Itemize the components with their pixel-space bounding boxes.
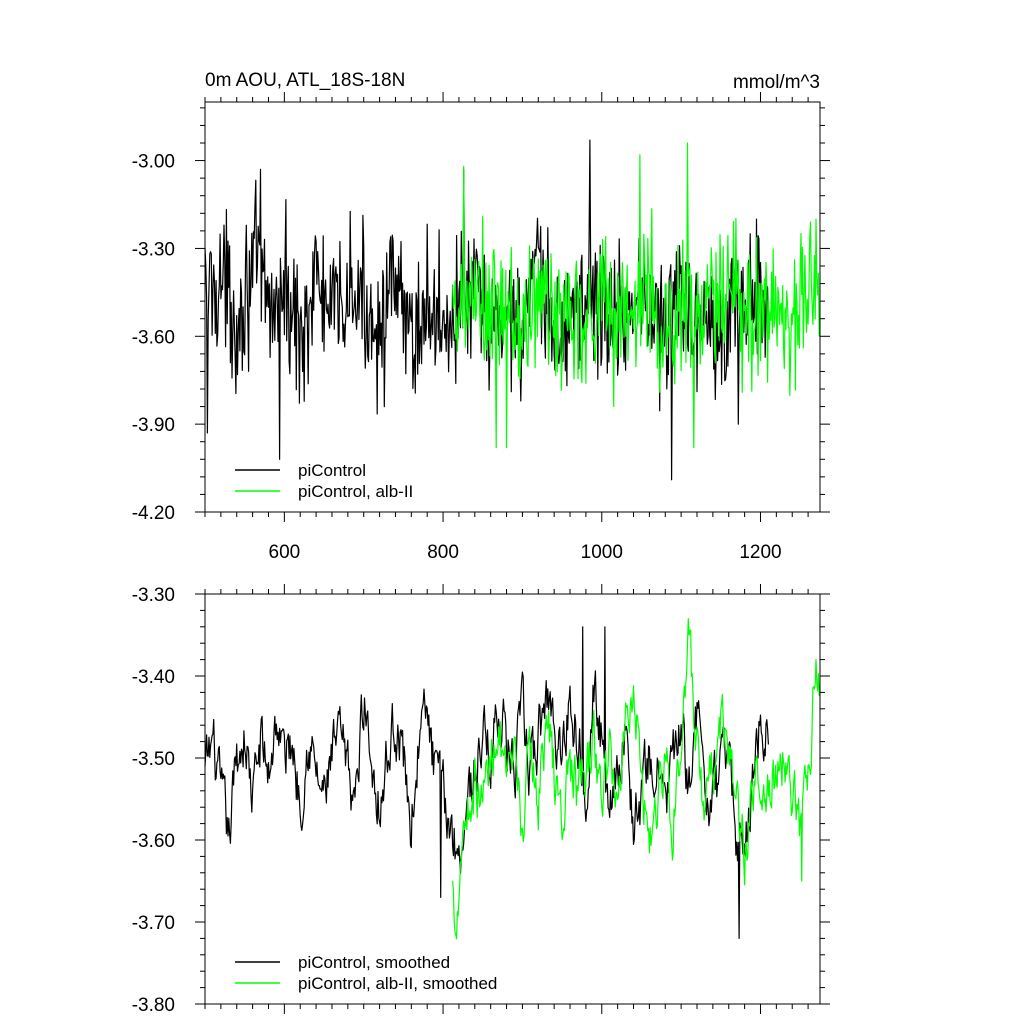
top-legend: piControl piControl, alb-II bbox=[235, 461, 413, 501]
top-plot-frame bbox=[204, 101, 821, 513]
y-tick-label: -3.70 bbox=[132, 913, 175, 934]
legend-label-picontrol-alb-ii-smoothed: piControl, alb-II, smoothed bbox=[298, 974, 497, 993]
y-tick-label: -3.50 bbox=[132, 749, 175, 770]
series-line-picontrol-alb-ii bbox=[452, 142, 821, 449]
y-tick-label: -3.30 bbox=[132, 585, 175, 606]
series-line-picontrol-alb-ii-smoothed bbox=[452, 618, 821, 940]
series-line-picontrol bbox=[204, 139, 769, 481]
top-ticks-group bbox=[195, 92, 830, 522]
bottom-ticks-group bbox=[195, 584, 830, 1014]
bottom-series-group bbox=[204, 618, 821, 940]
units-label: mmol/m^3 bbox=[733, 72, 820, 93]
bottom-plot-frame bbox=[204, 593, 821, 1005]
panel-top-aou-timeseries: 0m AOU, ATL_18S-18N mmol/m^3 600 800 1000 1… bbox=[132, 70, 830, 563]
chart-title: 0m AOU, ATL_18S-18N bbox=[205, 70, 405, 91]
x-tick-label: 1000 bbox=[581, 542, 623, 563]
y-tick-label: -4.20 bbox=[132, 503, 175, 524]
legend-label-picontrol: piControl bbox=[298, 461, 366, 480]
x-tick-label: 1200 bbox=[739, 542, 781, 563]
y-tick-label: -3.90 bbox=[132, 415, 175, 436]
x-tick-label: 800 bbox=[427, 542, 459, 563]
legend-label-picontrol-smoothed: piControl, smoothed bbox=[298, 953, 450, 972]
y-tick-label: -3.30 bbox=[132, 239, 175, 260]
series-line-picontrol-smoothed bbox=[204, 626, 769, 940]
y-tick-label: -3.60 bbox=[132, 327, 175, 348]
y-tick-label: -3.40 bbox=[132, 667, 175, 688]
y-tick-label: -3.00 bbox=[132, 152, 175, 173]
bottom-legend: piControl, smoothed piControl, alb-II, s… bbox=[235, 953, 497, 993]
y-tick-label: -3.80 bbox=[132, 995, 175, 1016]
panel-bottom-smoothed-timeseries: -3.80 -3.70 -3.60 -3.50 -3.40 -3.30 piControl… bbox=[132, 584, 830, 1016]
y-tick-label: -3.60 bbox=[132, 831, 175, 852]
legend-label-picontrol-alb-ii: piControl, alb-II bbox=[298, 482, 413, 501]
bottom-tick-labels-group: -3.80 -3.70 -3.60 -3.50 -3.40 -3.30 bbox=[132, 585, 175, 1016]
top-tick-labels-group: 600 800 1000 1200 -4.20 -3.90 -3.60 -3.30 -3.00 bbox=[132, 152, 782, 563]
top-series-group bbox=[204, 139, 821, 481]
x-tick-label: 600 bbox=[269, 542, 301, 563]
